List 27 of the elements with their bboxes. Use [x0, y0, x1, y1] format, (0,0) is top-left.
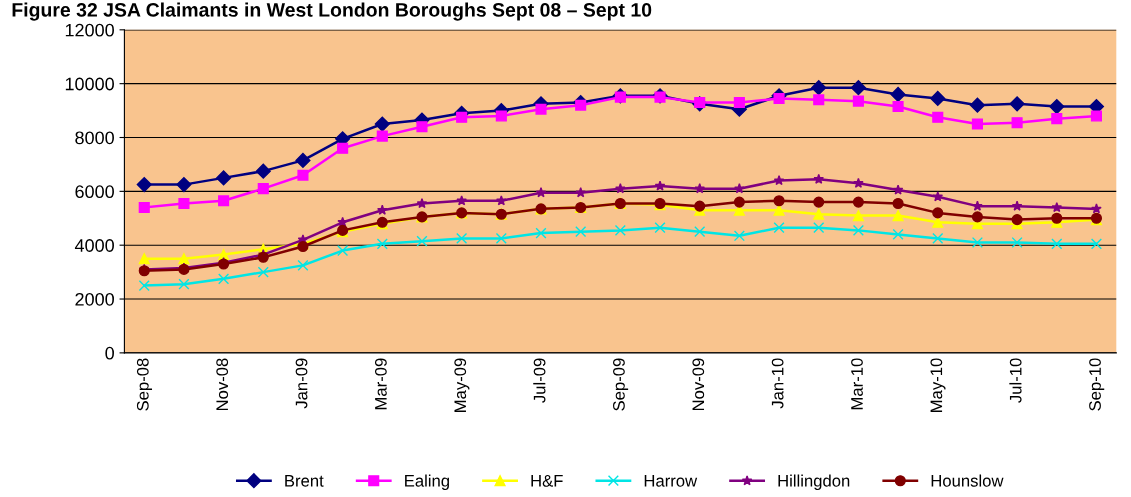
legend-label: Ealing — [405, 474, 449, 491]
x-tick-label: Jul-10 — [1009, 358, 1022, 403]
x-tick-label: May-09 — [454, 358, 470, 412]
legend-label: Brent — [285, 475, 324, 487]
y-tick-label: 6000 — [75, 185, 114, 199]
x-tick-label: Jan-09 — [295, 358, 308, 409]
y-tick-label: 2000 — [75, 292, 114, 306]
y-tick-label: 8000 — [75, 131, 114, 145]
legend-label: Hillingdon — [778, 474, 850, 491]
chart-title: Figure 32 JSA Claimants in West London Boroughs Sept 08 – Sept 10 — [12, 2, 652, 21]
x-tick-label: Nov-09 — [692, 358, 705, 411]
x-tick-label: Nov-08 — [216, 358, 229, 411]
legend-label: Hounslow — [931, 474, 1004, 487]
x-tick-label: Sep-10 — [1089, 358, 1105, 411]
x-tick-label: Mar-09 — [374, 358, 387, 410]
x-tick-label: Sep-08 — [136, 358, 153, 411]
legend-label: Harrow — [644, 475, 698, 487]
y-tick-label: 12000 — [65, 23, 114, 37]
x-tick-label: Sep-09 — [613, 358, 629, 411]
x-tick-label: Jan-10 — [771, 358, 784, 409]
y-tick-label: 10000 — [65, 77, 114, 91]
x-tick-label: Jul-09 — [533, 358, 546, 403]
x-tick-label: May-10 — [930, 358, 946, 412]
x-tick-label: Mar-10 — [851, 358, 863, 410]
y-tick-label: 4000 — [74, 239, 114, 252]
legend-label: H&F — [531, 475, 563, 487]
y-tick-label: 0 — [105, 346, 114, 360]
